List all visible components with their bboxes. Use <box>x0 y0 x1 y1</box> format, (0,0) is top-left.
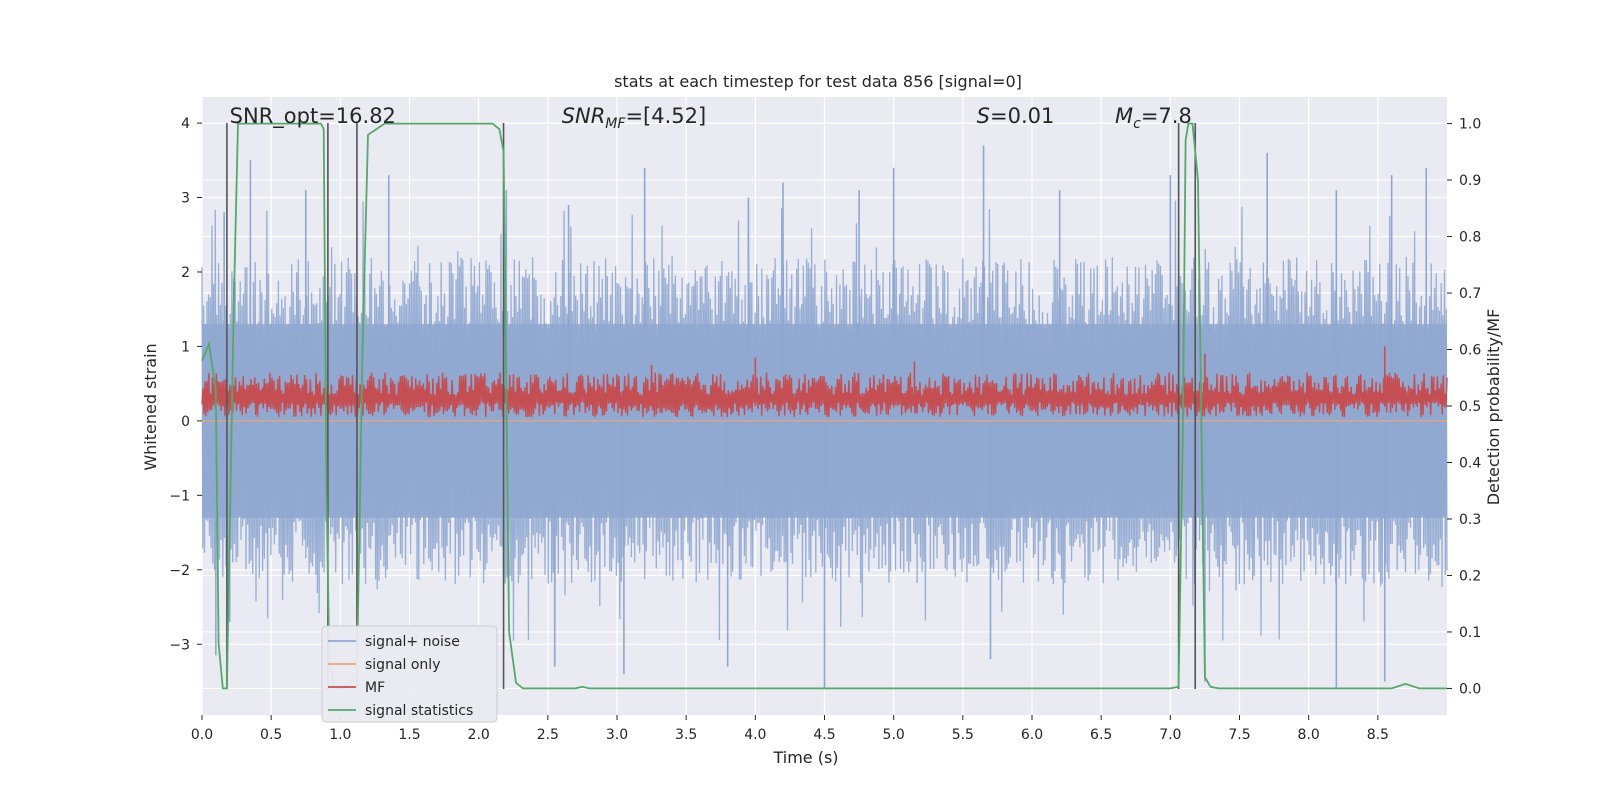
y-right-tick-label: 0.7 <box>1459 286 1481 302</box>
y-tick-label: 2 <box>181 265 190 281</box>
x-tick-label: 1.5 <box>398 727 420 743</box>
x-tick-label: 5.5 <box>952 727 974 743</box>
y-right-tick-label: 0.3 <box>1459 512 1481 528</box>
series-signal-statistics <box>201 122 1447 690</box>
y-tick-label: 4 <box>181 116 190 132</box>
y-right-tick-label: 0.0 <box>1459 681 1481 697</box>
y-right-tick-label: 0.2 <box>1459 568 1481 584</box>
x-tick-label: 1.0 <box>329 727 351 743</box>
annotation-value: =7.8 <box>1141 104 1192 128</box>
x-tick-label: 7.5 <box>1228 727 1250 743</box>
series-mf <box>201 372 1448 418</box>
y-right-tick-label: 0.4 <box>1459 455 1481 471</box>
legend-label: signal only <box>365 657 440 673</box>
annotations: SNR_opt=16.82 SNRMF=[4.52] S=0.01 Mc=7.8 <box>230 104 1192 132</box>
y-right-tick-label: 0.5 <box>1459 399 1481 415</box>
x-tick-label: 4.5 <box>813 727 835 743</box>
x-tick-label: 0.0 <box>191 727 213 743</box>
legend-box <box>321 625 498 723</box>
y-tick-label: −3 <box>169 637 190 653</box>
annotation-value: =0.01 <box>990 104 1054 128</box>
y-right-tick-label: 1.0 <box>1459 117 1481 133</box>
x-tick-label: 0.5 <box>260 727 282 743</box>
x-tick-label: 8.5 <box>1367 727 1389 743</box>
annotation-subscript: c <box>1133 116 1141 132</box>
y-axis-label: Whitened strain <box>141 343 160 470</box>
y-right-tick-label: 0.6 <box>1459 343 1481 359</box>
y-right-tick-label: 0.8 <box>1459 230 1481 246</box>
y-axis-label-right: Detection probability/MF <box>1484 309 1503 506</box>
y-tick-label: −2 <box>169 563 190 579</box>
x-tick-label: 3.0 <box>606 727 628 743</box>
x-axis-label: Time (s) <box>772 748 838 767</box>
x-tick-label: 2.0 <box>468 727 490 743</box>
legend-label: signal+ noise <box>365 634 460 650</box>
y-tick-label: 1 <box>181 339 190 355</box>
y-tick-label: −1 <box>169 488 190 504</box>
x-tick-label: 4.0 <box>744 727 766 743</box>
annotation-subscript: MF <box>605 116 626 132</box>
ticks: 0.0 0.5 1.0 1.5 2.0 2.5 3.0 3.5 4.0 4.5 5.0 5.5 6.0 6… <box>169 116 1481 743</box>
chart-title: stats at each timestep for test data 856… <box>614 72 1022 91</box>
x-tick-label: 8.0 <box>1298 727 1320 743</box>
y-tick-label: 0 <box>181 414 190 430</box>
legend-label: signal statistics <box>365 703 473 719</box>
x-tick-label: 6.5 <box>1090 727 1112 743</box>
annotation-1: SNRMF=[4.52] <box>562 104 707 132</box>
annotation-value: =[4.52] <box>625 104 706 128</box>
annotation-snr-opt: SNR_opt=16.82 <box>230 104 396 129</box>
legend[interactable]: signal+ noise signal only MF signal statist… <box>321 625 498 723</box>
annotation-symbol: M <box>1115 104 1133 128</box>
annotation-3: Mc=7.8 <box>1115 104 1192 132</box>
y-right-tick-label: 0.9 <box>1459 173 1481 189</box>
annotation-symbol: S <box>977 104 990 128</box>
x-tick-label: 7.0 <box>1159 727 1181 743</box>
x-tick-label: 2.5 <box>537 727 559 743</box>
legend-label: MF <box>365 680 385 696</box>
series-layer <box>201 122 1448 690</box>
x-tick-label: 5.0 <box>883 727 905 743</box>
x-tick-label: 3.5 <box>675 727 697 743</box>
x-tick-label: 6.0 <box>1021 727 1043 743</box>
y-tick-label: 3 <box>181 191 190 207</box>
y-right-tick-label: 0.1 <box>1459 625 1481 641</box>
annotation-2: S=0.01 <box>977 104 1055 128</box>
annotation-symbol: SNR <box>562 104 606 128</box>
